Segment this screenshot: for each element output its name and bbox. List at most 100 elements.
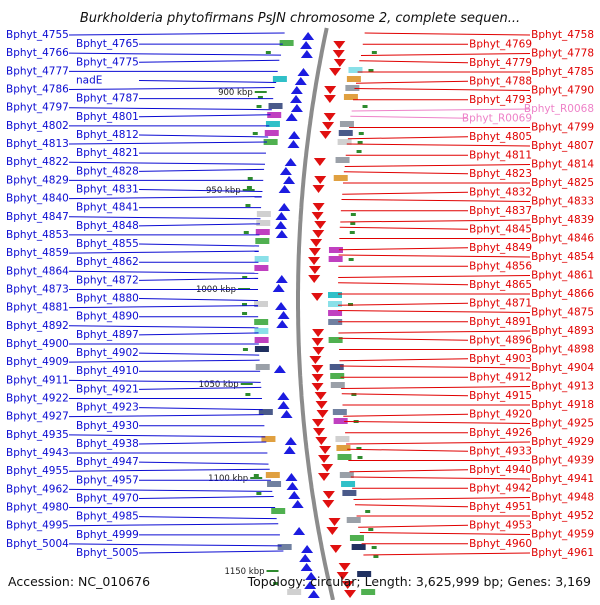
gene-label[interactable]: Bphyt_4940 [469, 464, 532, 476]
gene-label[interactable]: Bphyt_4893 [531, 325, 594, 337]
gene-label[interactable]: Bphyt_4900 [6, 338, 69, 350]
gene-label[interactable]: Bphyt_4911 [6, 374, 69, 386]
gene-label[interactable]: Bphyt_4897 [76, 329, 139, 341]
gene-label[interactable]: Bphyt_4837 [469, 205, 532, 217]
gene-label[interactable]: Bphyt_4915 [469, 390, 532, 402]
gene-label[interactable]: Bphyt_4823 [469, 168, 532, 180]
gene-label[interactable]: Bphyt_4814 [531, 159, 594, 171]
gene-label[interactable]: Bphyt_4922 [6, 393, 69, 405]
gene-label[interactable]: Bphyt_4765 [76, 38, 139, 50]
gene-label[interactable]: Bphyt_4821 [76, 147, 139, 159]
gene-label[interactable]: Bphyt_R0068 [524, 103, 594, 115]
gene-label[interactable]: Bphyt_5004 [6, 538, 69, 550]
gene-label[interactable]: Bphyt_4865 [469, 279, 532, 291]
gene-label[interactable]: Bphyt_4802 [6, 120, 69, 132]
gene-label[interactable]: Bphyt_4995 [6, 520, 69, 532]
gene-label[interactable]: Bphyt_4807 [531, 140, 594, 152]
gene-label[interactable]: Bphyt_4980 [6, 502, 69, 514]
gene-label[interactable]: Bphyt_4951 [469, 501, 532, 513]
gene-label[interactable]: Bphyt_4960 [469, 538, 532, 550]
gene-label[interactable]: Bphyt_4921 [76, 383, 139, 395]
gene-label[interactable]: Bphyt_4839 [531, 214, 594, 226]
gene-label[interactable]: Bphyt_4758 [531, 29, 594, 41]
gene-label[interactable]: Bphyt_4943 [6, 447, 69, 459]
gene-label[interactable]: Bphyt_4927 [6, 411, 69, 423]
gene-label[interactable]: Bphyt_4935 [6, 429, 69, 441]
gene-label[interactable]: Bphyt_4813 [6, 138, 69, 150]
gene-label[interactable]: Bphyt_4828 [76, 165, 139, 177]
gene-label[interactable]: Bphyt_4925 [531, 418, 594, 430]
gene-label[interactable]: Bphyt_4933 [469, 445, 532, 457]
gene-label[interactable]: Bphyt_4864 [6, 265, 69, 277]
gene-label[interactable]: Bphyt_4775 [76, 56, 139, 68]
gene-label[interactable]: Bphyt_4777 [6, 65, 69, 77]
gene-label[interactable]: Bphyt_4920 [469, 408, 532, 420]
gene-label[interactable]: Bphyt_4832 [469, 186, 532, 198]
gene-label[interactable]: Bphyt_4896 [469, 334, 532, 346]
gene-label[interactable]: Bphyt_4825 [531, 177, 594, 189]
gene-label[interactable]: Bphyt_4766 [6, 47, 69, 59]
gene-label[interactable]: Bphyt_4812 [76, 129, 139, 141]
gene-label[interactable]: Bphyt_4811 [469, 149, 532, 161]
gene-label[interactable]: Bphyt_4918 [531, 399, 594, 411]
gene-label[interactable]: Bphyt_4947 [76, 456, 139, 468]
gene-label[interactable]: Bphyt_4779 [469, 57, 532, 69]
gene-label[interactable]: Bphyt_4855 [76, 238, 139, 250]
gene-label[interactable]: Bphyt_4755 [6, 29, 69, 41]
gene-label[interactable]: Bphyt_4930 [76, 420, 139, 432]
gene-label[interactable]: Bphyt_4769 [469, 38, 532, 50]
gene-label[interactable]: Bphyt_4898 [531, 344, 594, 356]
gene-label[interactable]: Bphyt_4833 [531, 196, 594, 208]
gene-label[interactable]: Bphyt_4909 [6, 356, 69, 368]
gene-label[interactable]: Bphyt_4910 [76, 365, 139, 377]
gene-label[interactable]: Bphyt_4890 [76, 311, 139, 323]
gene-label[interactable]: Bphyt_4873 [6, 283, 69, 295]
gene-label[interactable]: Bphyt_5005 [76, 547, 139, 559]
gene-label[interactable]: Bphyt_4849 [469, 242, 532, 254]
gene-label[interactable]: Bphyt_4801 [76, 111, 139, 123]
gene-label[interactable]: Bphyt_4985 [76, 511, 139, 523]
gene-label[interactable]: Bphyt_4999 [76, 529, 139, 541]
gene-label[interactable]: Bphyt_4957 [76, 474, 139, 486]
gene-label-layer[interactable]: Bphyt_4755 Bphyt_4765 Bphyt_4766 Bphyt_4775… [6, 29, 594, 559]
gene-label[interactable]: Bphyt_4891 [469, 316, 532, 328]
gene-label[interactable]: Bphyt_4797 [6, 102, 69, 114]
gene-label[interactable]: Bphyt_4902 [76, 347, 139, 359]
gene-label[interactable]: Bphyt_4778 [531, 48, 594, 60]
gene-label[interactable]: Bphyt_4923 [76, 402, 139, 414]
gene-label[interactable]: Bphyt_4955 [6, 465, 69, 477]
gene-label[interactable]: Bphyt_4847 [6, 211, 69, 223]
gene-label[interactable]: Bphyt_4822 [6, 156, 69, 168]
gene-label[interactable]: Bphyt_4854 [531, 251, 594, 263]
gene-label[interactable]: Bphyt_4875 [531, 307, 594, 319]
gene-label[interactable]: nadE [76, 74, 102, 86]
gene-label[interactable]: Bphyt_4853 [6, 229, 69, 241]
gene-label[interactable]: Bphyt_4962 [6, 483, 69, 495]
gene-label[interactable]: Bphyt_4881 [6, 302, 69, 314]
gene-label[interactable]: Bphyt_4942 [469, 482, 532, 494]
gene-label[interactable]: Bphyt_4793 [469, 94, 532, 106]
gene-label[interactable]: Bphyt_4871 [469, 297, 532, 309]
gene-label[interactable]: Bphyt_4862 [76, 256, 139, 268]
gene-label[interactable]: Bphyt_4845 [469, 223, 532, 235]
gene-label[interactable]: Bphyt_4880 [76, 293, 139, 305]
gene-label[interactable]: Bphyt_4841 [76, 202, 139, 214]
gene-label[interactable]: Bphyt_4859 [6, 247, 69, 259]
gene-label[interactable]: Bphyt_4856 [469, 260, 532, 272]
gene-label[interactable]: Bphyt_4929 [531, 436, 594, 448]
gene-label[interactable]: Bphyt_4970 [76, 492, 139, 504]
gene-label[interactable]: Bphyt_4952 [531, 510, 594, 522]
gene-label[interactable]: Bphyt_4866 [531, 288, 594, 300]
gene-label[interactable]: Bphyt_4948 [531, 492, 594, 504]
gene-label[interactable]: Bphyt_4790 [531, 85, 594, 97]
gene-label[interactable]: Bphyt_4959 [531, 529, 594, 541]
gene-label[interactable]: Bphyt_4872 [76, 274, 139, 286]
gene-label[interactable]: Bphyt_4799 [531, 122, 594, 134]
gene-label[interactable]: Bphyt_4786 [6, 84, 69, 96]
gene-label[interactable]: Bphyt_4961 [531, 547, 594, 559]
gene-label[interactable]: Bphyt_4938 [76, 438, 139, 450]
gene-label[interactable]: Bphyt_4903 [469, 353, 532, 365]
gene-label[interactable]: Bphyt_4831 [76, 183, 139, 195]
gene-label[interactable]: Bphyt_4805 [469, 131, 532, 143]
gene-label[interactable]: Bphyt_4941 [531, 473, 594, 485]
